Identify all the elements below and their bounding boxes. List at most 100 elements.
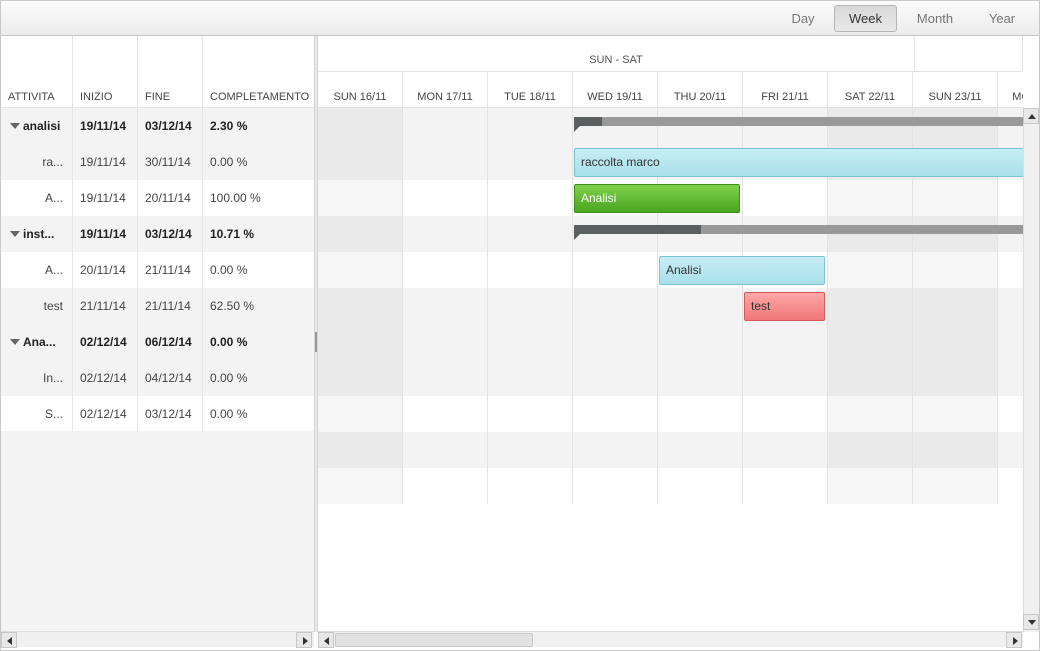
end-date-cell: 21/11/14 [138,252,203,288]
task-name-cell: test [1,288,73,324]
grid-scroll-left-button[interactable] [1,632,17,648]
vertical-scrollbar[interactable] [1023,108,1039,632]
end-date-cell: 21/11/14 [138,288,203,324]
start-date-cell: 19/11/14 [73,180,138,216]
completion-cell: 0.00 % [203,144,314,180]
cell-text: analisi [23,119,61,133]
end-date-cell: 06/12/14 [138,324,203,360]
gantt-scroll-thumb[interactable] [335,633,533,647]
column-header-completamento[interactable]: COMPLETAMENTO [203,36,314,108]
cell-text: 19/11/14 [80,191,126,205]
timeline-week-header: SUN - SAT [318,36,915,72]
task-row[interactable]: S... 02/12/14 03/12/14 0.00 % [1,396,314,432]
task-name-cell: A... [1,180,73,216]
gantt-row [318,396,1023,432]
column-header-attivita[interactable]: ATTIVITA [1,36,73,108]
day-column [743,108,828,504]
view-week-button[interactable]: Week [834,5,897,32]
completion-cell: 100.00 % [203,180,314,216]
gantt-chart: SUN - SAT SUN 16/11 MON 17/11 TUE 18/11 WED… [318,36,1023,632]
gantt-row [318,432,1023,468]
cell-text: 62.50 % [210,299,255,313]
task-bar[interactable]: Analisi [659,256,825,285]
task-row[interactable]: A... 20/11/14 21/11/14 0.00 % [1,252,314,288]
day-header: THU 20/11 [658,72,743,108]
start-date-cell: 02/12/14 [73,396,138,432]
cell-text: 06/12/14 [145,335,192,349]
gantt-horizontal-scrollbar[interactable] [318,631,1023,648]
cell-text: 02/12/14 [80,371,127,385]
cell-text: 03/12/14 [145,407,192,421]
day-column [488,108,573,504]
task-bar[interactable]: Analisi [574,184,740,213]
column-header-inizio[interactable]: INIZIO [73,36,138,108]
task-bar-label: raccolta marco [581,155,660,169]
scroll-up-button[interactable] [1023,108,1039,124]
triangle-right-icon [303,637,308,645]
task-name-cell: ra... [1,144,73,180]
cell-text: 03/12/14 [145,227,192,241]
task-row[interactable]: test 21/11/14 21/11/14 62.50 % [1,288,314,324]
splitter-grip-icon[interactable] [315,332,317,352]
end-date-cell: 04/12/14 [138,360,203,396]
day-header: MON 17/11 [403,72,488,108]
task-row[interactable]: ra... 19/11/14 30/11/14 0.00 % [1,144,314,180]
summary-start-marker [574,126,580,132]
start-date-cell: 20/11/14 [73,252,138,288]
summary-progress [574,225,701,234]
task-bar[interactable]: raccolta marco [574,148,1023,177]
task-row[interactable]: In... 02/12/14 04/12/14 0.00 % [1,360,314,396]
cell-text: In... [42,371,63,385]
cell-text: 0.00 % [210,155,248,169]
grid-horizontal-scrollbar[interactable] [1,631,314,648]
task-bar-label: Analisi [666,263,702,277]
grid-scroll-right-button[interactable] [296,632,312,648]
column-label: ATTIVITA [8,91,55,103]
cell-text: 21/11/14 [145,263,191,277]
task-bar-label: Analisi [581,191,617,205]
view-month-button[interactable]: Month [916,11,954,26]
gantt-scroll-right-button[interactable] [1006,632,1022,648]
task-group-row[interactable]: Ana... 02/12/14 06/12/14 0.00 % [1,324,314,360]
start-date-cell: 02/12/14 [73,360,138,396]
cell-text: 20/11/14 [80,263,126,277]
cell-text: 30/11/14 [145,155,191,169]
task-group-row[interactable]: analisi 19/11/14 03/12/14 2.30 % [1,108,314,144]
completion-cell: 10.71 % [203,216,314,252]
task-grid-body: analisi 19/11/14 03/12/14 2.30 % ra... 19/11/… [1,108,314,504]
gantt-row [318,324,1023,360]
gantt-scroll-left-button[interactable] [318,632,334,648]
triangle-down-icon [1028,620,1036,625]
summary-bar[interactable] [574,117,1023,132]
pane-splitter[interactable] [314,36,318,632]
task-row[interactable]: A... 19/11/14 20/11/14 100.00 % [1,180,314,216]
view-day-button[interactable]: Day [791,11,815,26]
cell-text: 19/11/14 [80,227,127,241]
day-header: WED 19/11 [573,72,658,108]
expand-triangle-icon[interactable] [10,123,20,129]
expand-triangle-icon[interactable] [10,339,20,345]
task-group-row[interactable]: inst... 19/11/14 03/12/14 10.71 % [1,216,314,252]
task-grid-header: ATTIVITA INIZIO FINE COMPLETAMENTO [1,36,314,108]
cell-text: A... [44,263,63,277]
cell-text: 10.71 % [210,227,255,241]
scroll-down-button[interactable] [1023,614,1039,630]
task-bar[interactable]: test [744,292,825,321]
day-header: FRI 21/11 [743,72,828,108]
cell-text: 19/11/14 [80,155,126,169]
day-header: SUN 16/11 [318,72,403,108]
summary-start-marker [574,234,580,240]
triangle-left-icon [7,637,12,645]
column-header-fine[interactable]: FINE [138,36,203,108]
view-year-button[interactable]: Year [988,11,1016,26]
expand-triangle-icon[interactable] [10,231,20,237]
day-column [403,108,488,504]
end-date-cell: 03/12/14 [138,216,203,252]
task-name-cell: In... [1,360,73,396]
completion-cell: 2.30 % [203,108,314,144]
summary-bar[interactable] [574,225,1023,240]
start-date-cell: 19/11/14 [73,108,138,144]
day-column [828,108,913,504]
completion-cell: 0.00 % [203,252,314,288]
